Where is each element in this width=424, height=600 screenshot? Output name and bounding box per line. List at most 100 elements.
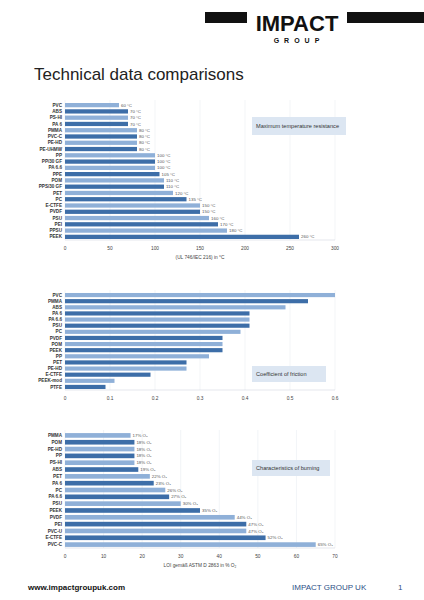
category-label: PEEK — [49, 348, 62, 353]
tick-label: 0 — [64, 396, 67, 401]
category-label: PE-HD — [48, 447, 63, 452]
footer-url: www.impactgroupuk.com — [27, 583, 125, 592]
chart-title: Characteristics of burning — [256, 465, 319, 471]
bar — [65, 191, 173, 195]
tick-label: 0.3 — [197, 396, 204, 401]
category-label: PVDF — [50, 336, 62, 341]
data-label: 18% O₂ — [136, 453, 151, 458]
axis-label: (UL 746/IEC 216) in °C — [176, 255, 225, 260]
data-label: 120 °C — [175, 191, 188, 196]
data-label: 70 °C — [130, 122, 141, 127]
bar — [65, 342, 223, 346]
tick-label: 0 — [64, 554, 67, 559]
tick-label: 50 — [255, 554, 261, 559]
category-label: PA 6.6 — [48, 165, 62, 170]
data-label: 135 °C — [189, 197, 202, 202]
tick-label: 100 — [151, 246, 159, 251]
logo: IMPACT — [256, 11, 339, 36]
chart-title: Coefficient of friction — [256, 371, 307, 377]
category-label: PVC-U — [48, 529, 63, 534]
data-label: 18% O₂ — [136, 440, 151, 445]
data-label: 18% O₂ — [136, 447, 151, 452]
bars — [65, 293, 335, 389]
grid-line — [245, 290, 246, 390]
page-canvas: IMPACTGROUPTechnical data comparisonswww… — [0, 0, 424, 600]
category-label: PET — [53, 360, 62, 365]
bar — [65, 147, 137, 151]
data-label: 65% O₂ — [318, 542, 333, 547]
category-label: PMMA — [48, 128, 63, 133]
bar — [65, 305, 286, 309]
category-label: PVDF — [50, 209, 62, 214]
category-label: PVC-C — [48, 134, 63, 139]
category-label: PA 6 — [52, 481, 62, 486]
bar — [65, 122, 128, 126]
category-label: E-CTFE — [45, 535, 62, 540]
data-label: 110 °C — [166, 184, 179, 189]
bar — [65, 433, 131, 438]
chart-title: Maximum temperature resistance — [256, 123, 339, 129]
data-label: 80 °C — [139, 140, 150, 145]
data-label: 47% O₂ — [248, 522, 263, 527]
bar — [65, 159, 155, 163]
bar — [65, 373, 151, 377]
data-label: 70 °C — [130, 115, 141, 120]
data-label: 18% O₂ — [136, 460, 151, 465]
tick-label: 150 — [196, 246, 204, 251]
tick-label: 30 — [178, 554, 184, 559]
tick-label: 70 — [332, 554, 338, 559]
tick-label: 10 — [101, 554, 107, 559]
bars — [65, 433, 316, 547]
category-label: PVC — [53, 103, 63, 108]
data-label: 47% O₂ — [248, 529, 263, 534]
category-label: ABS — [52, 109, 62, 114]
bar — [65, 360, 187, 364]
bar — [65, 197, 187, 201]
bar — [65, 460, 134, 465]
data-label: 100 °C — [157, 153, 170, 158]
category-label: PEEK — [49, 234, 62, 239]
data-label: 26% O₂ — [167, 488, 182, 493]
category-label: PS-HI — [50, 115, 62, 120]
category-label: POM — [52, 440, 63, 445]
data-label: 80 °C — [139, 147, 150, 152]
data-label: 150 °C — [202, 203, 215, 208]
bar — [65, 385, 106, 389]
bar — [65, 467, 138, 472]
bar — [65, 153, 155, 157]
data-label: 260 °C — [301, 234, 314, 239]
page-number: 1 — [398, 583, 403, 592]
data-label: 19% O₂ — [140, 467, 155, 472]
tick-label: 0.5 — [287, 396, 294, 401]
bar — [65, 128, 137, 132]
bar — [65, 222, 218, 226]
category-label: PSU — [53, 216, 63, 221]
tick-label: 0.4 — [242, 396, 249, 401]
category-label: PEEK — [49, 508, 62, 513]
bar — [65, 508, 200, 513]
bar — [65, 501, 181, 506]
bar — [65, 488, 165, 493]
category-label: PEEK-mod — [38, 378, 62, 383]
title-box — [252, 366, 326, 382]
category-label: PPE — [53, 172, 62, 177]
data-label: 30% O₂ — [183, 501, 198, 506]
tick-label: 40 — [217, 554, 223, 559]
data-label: 22% O₂ — [152, 474, 167, 479]
bar — [65, 178, 164, 182]
category-label: POM — [52, 178, 63, 183]
bar — [65, 216, 209, 220]
category-label: PP/30 GF — [42, 159, 62, 164]
category-label: PMMA — [48, 299, 63, 304]
bar — [65, 109, 128, 113]
bar — [65, 535, 266, 540]
category-label: ABS — [52, 467, 62, 472]
category-label: PET — [53, 474, 62, 479]
category-label: PET — [53, 191, 62, 196]
bar — [65, 495, 169, 500]
chart: 010203040506070PMMA17% O₂POM18% O₂PE-HD1… — [45, 430, 338, 568]
bar — [65, 454, 134, 459]
category-label: PPS/30 GF — [39, 184, 62, 189]
bar — [65, 317, 250, 321]
axis-line — [65, 548, 335, 549]
